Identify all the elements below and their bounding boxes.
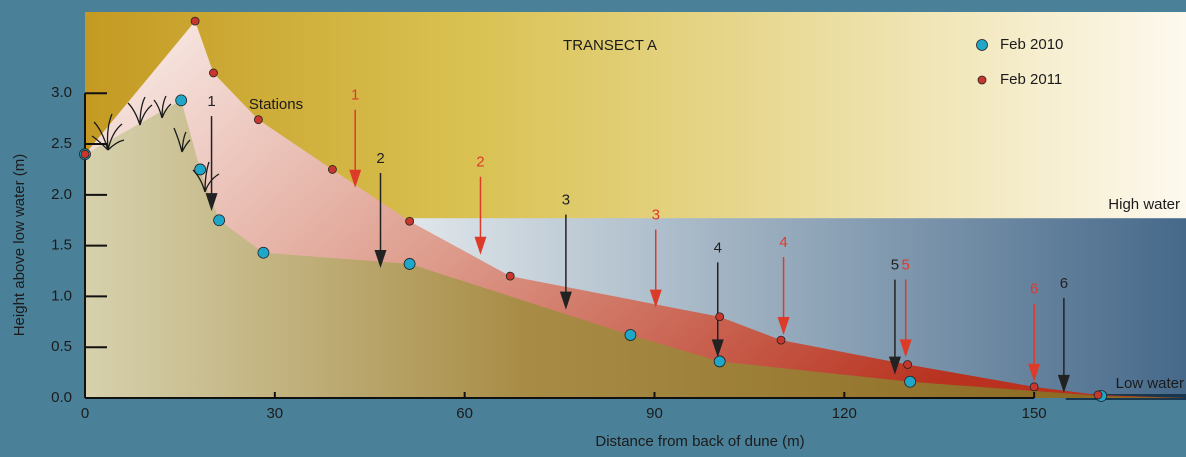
stations-label: Stations [249, 96, 303, 113]
chart: TRANSECT A Stations High water Low water… [0, 0, 1186, 457]
legend-marker [978, 76, 986, 84]
data-point [328, 165, 336, 173]
station-label: 4 [714, 239, 722, 256]
station-label: 5 [891, 257, 899, 274]
data-point [625, 330, 636, 341]
high-water-label: High water [1108, 196, 1180, 213]
station-label: 1 [351, 87, 359, 104]
data-point [404, 258, 415, 269]
x-tick-label: 0 [81, 405, 89, 422]
data-point [406, 217, 414, 225]
station-label: 5 [902, 256, 910, 273]
data-point [258, 247, 269, 258]
x-axis-label: Distance from back of dune (m) [595, 433, 804, 450]
data-point [254, 116, 262, 124]
y-tick-label: 0.5 [51, 338, 72, 355]
data-point [81, 150, 89, 158]
y-tick-label: 0.0 [51, 389, 72, 406]
data-point [904, 360, 912, 368]
data-point [209, 69, 217, 77]
y-axis-label: Height above low water (m) [11, 154, 28, 337]
legend-label: Feb 2011 [1000, 71, 1062, 88]
data-point [714, 356, 725, 367]
data-point [1094, 391, 1102, 399]
station-label: 3 [652, 207, 660, 224]
chart-title: TRANSECT A [563, 37, 657, 54]
legend-label: Feb 2010 [1000, 36, 1063, 53]
legend-marker [977, 40, 988, 51]
data-point [191, 17, 199, 25]
data-point [905, 376, 916, 387]
data-point [176, 95, 187, 106]
data-point [716, 313, 724, 321]
data-point [777, 336, 785, 344]
x-tick-label: 90 [646, 405, 663, 422]
station-label: 4 [779, 234, 787, 251]
x-tick-label: 60 [456, 405, 473, 422]
data-point [214, 215, 225, 226]
x-tick-label: 150 [1022, 405, 1047, 422]
station-label: 1 [207, 93, 215, 110]
data-point [506, 272, 514, 280]
station-label: 6 [1030, 281, 1038, 298]
x-tick-label: 120 [832, 405, 857, 422]
data-point [195, 164, 206, 175]
y-tick-label: 1.5 [51, 237, 72, 254]
y-tick-label: 2.0 [51, 186, 72, 203]
station-label: 3 [562, 192, 570, 209]
data-point [1030, 383, 1038, 391]
y-tick-label: 2.5 [51, 135, 72, 152]
x-tick-label: 30 [266, 405, 283, 422]
station-label: 6 [1060, 275, 1068, 292]
station-label: 2 [476, 154, 484, 171]
low-water-label: Low water [1116, 375, 1184, 392]
y-tick-label: 3.0 [51, 84, 72, 101]
y-tick-label: 1.0 [51, 287, 72, 304]
station-label: 2 [376, 150, 384, 167]
